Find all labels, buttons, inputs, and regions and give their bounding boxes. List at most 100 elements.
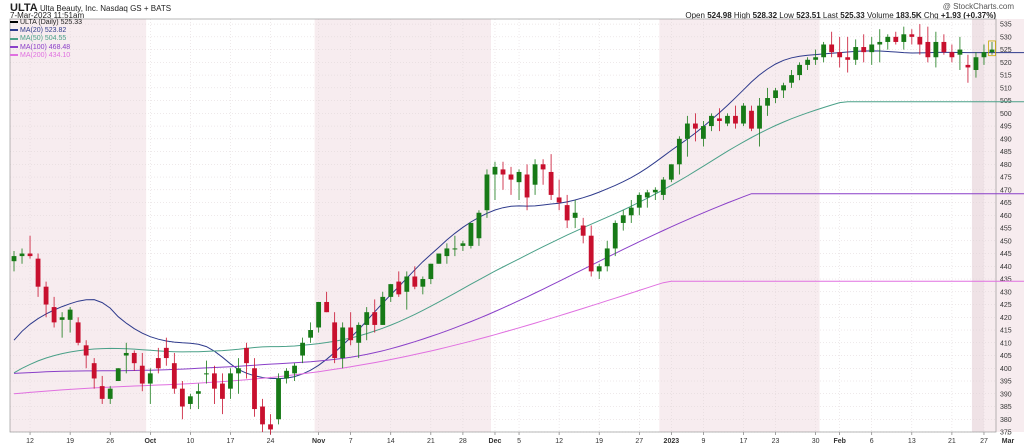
candle [228,368,233,399]
candle [364,307,370,341]
brand-label: @ StockCharts.com [942,2,1014,11]
candle [556,179,562,211]
candle [300,337,305,364]
candle-body [147,373,153,384]
candle [829,31,835,58]
x-tick-label: 23 [772,438,780,445]
candle [628,200,634,223]
candle [356,322,362,359]
candle [308,322,314,343]
candle [548,154,554,201]
candle [933,31,939,68]
candle-body [917,36,923,45]
candle [59,312,65,338]
candle [805,57,811,70]
month-band-jan [659,19,820,432]
candle [91,358,97,389]
candle-body [203,373,209,375]
candle [893,31,899,45]
candle-body [564,205,570,221]
candle [989,41,995,55]
candle-body [228,373,233,389]
y-tick-label: 500 [1000,111,1012,118]
series-line-ma100 [13,193,1024,374]
candle-body [35,258,41,287]
legend-label: MA(50) 504.55 [20,35,67,43]
x-tick-label: 17 [740,438,748,445]
candle [757,98,762,147]
candle [476,210,482,246]
candle-body [548,171,554,195]
legend-item-ma50: MA(50) 504.55 [10,35,82,43]
candle [412,266,418,290]
x-tick-label: 12 [555,438,563,445]
candle [821,41,827,63]
candle [917,24,923,55]
y-tick-label: 415 [1000,328,1012,335]
candle [276,373,281,425]
candle-body [187,396,193,404]
x-tick-label: 21 [948,438,956,445]
legend-label: MA(200) 434.10 [20,51,71,59]
candle [268,414,273,435]
x-tick-label: 24 [267,438,275,445]
candle-body [725,115,730,124]
candle-body [524,174,530,198]
series-line-ma200 [13,280,1024,395]
candle [596,263,602,280]
candle [67,307,73,333]
legend-swatch [10,37,18,40]
candle [564,194,570,229]
candle [725,113,730,127]
candle-body [220,383,225,399]
candle-body [292,365,297,374]
x-tick-label: Oct [144,438,156,445]
candle [380,291,386,325]
low-value: 523.51 [796,11,821,20]
candle-body [941,41,947,53]
y-tick-label: 495 [1000,124,1012,131]
x-tick-label: 26 [106,438,114,445]
candle [236,358,241,394]
candle [131,350,137,371]
candle-body [757,105,762,129]
plot-frame [9,18,997,433]
candle-body [556,197,562,203]
legend-label: ULTA (Daily) 525.33 [20,19,82,26]
candle-body [620,215,626,223]
candle-body [901,34,907,42]
candle [853,39,859,65]
candle-body [692,123,698,129]
candle [532,159,538,195]
candle-body [436,253,442,264]
legend-item-ma200: MA(200) 434.10 [10,52,82,60]
y-tick-label: 400 [1000,366,1012,373]
candle-body [460,243,466,246]
x-tick-label: 19 [595,438,603,445]
candle [420,276,426,295]
candle-body [484,174,490,211]
candle [444,243,450,264]
candle-body [869,44,875,53]
candle [572,200,578,229]
volume-label: Volume [866,11,894,20]
y-tick-label: 525 [1000,47,1012,54]
candle-body [195,391,201,394]
candle [973,52,979,78]
candle [179,381,185,420]
high-label: High [733,11,751,20]
candle-body [468,222,474,246]
candle [588,225,594,277]
candle [620,210,626,231]
candle-body [115,368,121,382]
candle [284,368,289,384]
candle [885,34,891,50]
x-tick-label: Feb [833,438,845,445]
candle [701,120,706,147]
legend-item-price: ULTA (Daily) 525.33 [10,19,82,27]
candle-body [107,388,113,399]
candle-body [989,49,995,53]
candle [676,136,682,175]
candle-body [372,312,378,325]
